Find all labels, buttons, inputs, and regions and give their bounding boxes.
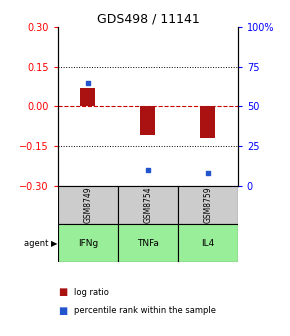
Text: GSM8759: GSM8759 xyxy=(203,186,212,223)
Bar xyxy=(58,186,118,224)
Text: GSM8749: GSM8749 xyxy=(84,186,93,223)
Text: agent ▶: agent ▶ xyxy=(24,239,58,248)
Text: ■: ■ xyxy=(58,306,67,316)
Point xyxy=(86,80,90,85)
Bar xyxy=(118,224,178,262)
Text: GSM8754: GSM8754 xyxy=(143,186,153,223)
Text: percentile rank within the sample: percentile rank within the sample xyxy=(74,306,216,315)
Point xyxy=(146,167,150,173)
Bar xyxy=(118,186,178,224)
Bar xyxy=(178,186,238,224)
Bar xyxy=(178,224,238,262)
Text: TNFa: TNFa xyxy=(137,239,159,248)
Bar xyxy=(58,224,118,262)
Bar xyxy=(80,88,95,106)
Text: IFNg: IFNg xyxy=(78,239,98,248)
Bar xyxy=(200,106,215,138)
Title: GDS498 / 11141: GDS498 / 11141 xyxy=(97,13,199,26)
Text: ■: ■ xyxy=(58,287,67,297)
Text: log ratio: log ratio xyxy=(74,288,109,297)
Bar xyxy=(140,106,155,135)
Point xyxy=(206,170,210,176)
Text: IL4: IL4 xyxy=(201,239,215,248)
